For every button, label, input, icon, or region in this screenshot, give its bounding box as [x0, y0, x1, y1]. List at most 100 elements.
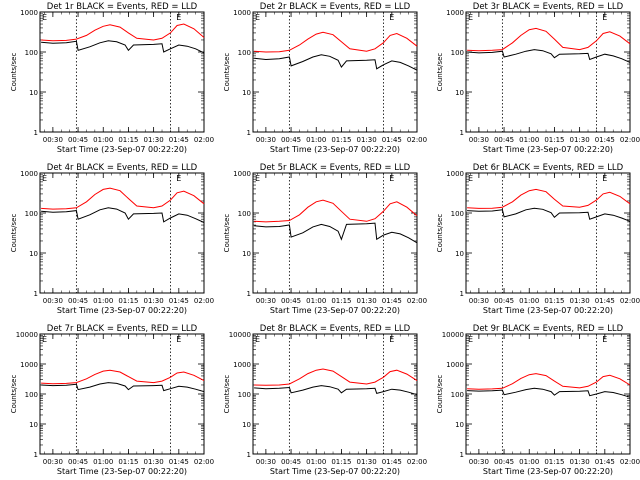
panel-title: Det 2r BLACK = Events, RED = LLD	[260, 2, 411, 12]
x-tick-label: 00:30	[469, 297, 489, 305]
y-axis-label: Counts/sec	[10, 375, 18, 414]
x-axis-label: Start Time (23-Sep-07 00:22:20)	[483, 467, 613, 476]
events-series-line	[41, 382, 205, 393]
x-tick-label: 01:30	[570, 297, 590, 305]
y-tick-label: 100	[238, 391, 251, 399]
x-tick-label: 01:45	[169, 136, 189, 144]
event-marker-label: E	[389, 335, 394, 344]
x-tick-label: 01:15	[544, 458, 564, 466]
events-series-line	[41, 40, 205, 54]
detector-panel: Det 8r BLACK = Events, RED = LLD 1 10 100 10…	[223, 324, 427, 476]
events-series-line	[467, 387, 631, 398]
x-axis-label: Start Time (23-Sep-07 00:22:20)	[57, 467, 187, 476]
panel-title: Det 8r BLACK = Events, RED = LLD	[260, 324, 411, 334]
x-tick-label: 01:00	[306, 458, 326, 466]
x-tick-label: 01:30	[357, 458, 377, 466]
y-axis-label: Counts/sec	[10, 53, 18, 92]
detector-panel: Det 1r BLACK = Events, RED = LLD 1 10 100 10…	[10, 2, 214, 154]
x-tick-label: 01:30	[144, 458, 164, 466]
y-tick-label: 1	[460, 451, 464, 459]
x-tick-label: 01:00	[306, 297, 326, 305]
event-marker-label: E	[176, 335, 181, 344]
x-tick-label: 01:45	[595, 458, 615, 466]
y-tick-label: 100	[238, 49, 251, 57]
y-tick-label: 1	[247, 290, 251, 298]
event-marker-label: E	[468, 335, 473, 344]
x-tick-label: 01:45	[595, 297, 615, 305]
y-tick-label: 1000	[446, 170, 464, 178]
y-tick-label: 100	[451, 391, 464, 399]
y-tick-label: 1	[247, 451, 251, 459]
y-tick-label: 10	[242, 250, 251, 258]
y-tick-label: 10	[455, 421, 464, 429]
y-tick-label: 10	[29, 421, 38, 429]
lld-series-line	[41, 23, 205, 42]
y-axis-label: Counts/sec	[223, 214, 231, 253]
panel-title: Det 5r BLACK = Events, RED = LLD	[260, 163, 411, 173]
plot-frame	[39, 333, 205, 455]
lld-series-line	[467, 188, 631, 209]
y-tick-label: 10	[29, 250, 38, 258]
event-marker-label: E	[42, 13, 47, 22]
y-tick-label: 1000	[233, 170, 251, 178]
plot-frame	[252, 172, 418, 294]
y-tick-label: 1	[34, 290, 38, 298]
x-tick-label: 01:00	[519, 297, 539, 305]
detector-panel: Det 7r BLACK = Events, RED = LLD 1 10 100 10…	[10, 324, 214, 476]
events-series-line	[41, 207, 205, 223]
detector-panel: Det 5r BLACK = Events, RED = LLD 1 10 100 10…	[223, 163, 427, 315]
x-tick-label: 00:30	[43, 297, 63, 305]
lld-series-line	[254, 368, 418, 386]
x-tick-label: 01:45	[169, 458, 189, 466]
x-tick-label: 02:00	[194, 458, 214, 466]
x-axis-label: Start Time (23-Sep-07 00:22:20)	[483, 306, 613, 315]
x-tick-label: 01:00	[93, 297, 113, 305]
event-marker-label: E	[255, 174, 260, 183]
y-tick-label: 10	[242, 89, 251, 97]
event-marker-label: E	[176, 174, 181, 183]
events-series-line	[467, 49, 631, 63]
y-tick-label: 10000	[229, 331, 251, 339]
x-tick-label: 01:15	[118, 458, 138, 466]
x-tick-label: 02:00	[620, 136, 640, 144]
event-marker-label: E	[389, 13, 394, 22]
x-axis-label: Start Time (23-Sep-07 00:22:20)	[57, 306, 187, 315]
x-tick-label: 01:00	[306, 136, 326, 144]
x-tick-label: 01:00	[519, 458, 539, 466]
y-tick-label: 100	[25, 210, 38, 218]
x-tick-label: 01:45	[382, 297, 402, 305]
x-tick-label: 00:45	[68, 297, 88, 305]
panel-title: Det 7r BLACK = Events, RED = LLD	[47, 324, 198, 334]
x-tick-label: 00:30	[256, 458, 276, 466]
events-series-line	[467, 207, 631, 222]
x-tick-label: 01:15	[544, 297, 564, 305]
x-tick-label: 01:30	[570, 458, 590, 466]
x-tick-label: 00:30	[43, 136, 63, 144]
x-tick-label: 01:15	[331, 458, 351, 466]
x-tick-label: 01:15	[331, 297, 351, 305]
x-tick-label: 01:00	[93, 458, 113, 466]
x-tick-label: 00:30	[256, 297, 276, 305]
y-tick-label: 100	[451, 210, 464, 218]
y-tick-label: 10	[455, 250, 464, 258]
event-marker-label: E	[602, 335, 607, 344]
y-tick-label: 1	[460, 129, 464, 137]
event-marker-label: E	[176, 13, 181, 22]
y-tick-label: 1000	[20, 361, 38, 369]
lld-series-line	[41, 369, 205, 385]
x-axis-label: Start Time (23-Sep-07 00:22:20)	[270, 145, 400, 154]
x-tick-label: 01:15	[118, 136, 138, 144]
y-tick-label: 10000	[442, 331, 464, 339]
y-axis-label: Counts/sec	[436, 375, 444, 414]
plot-frame	[465, 172, 631, 294]
y-axis-label: Counts/sec	[10, 214, 18, 253]
x-tick-label: 01:15	[331, 136, 351, 144]
x-tick-label: 00:30	[43, 458, 63, 466]
y-tick-label: 1000	[20, 9, 38, 17]
lld-series-line	[467, 373, 631, 390]
event-marker-label: E	[602, 13, 607, 22]
panel-title: Det 9r BLACK = Events, RED = LLD	[473, 324, 624, 334]
y-tick-label: 10	[242, 421, 251, 429]
x-tick-label: 01:45	[382, 458, 402, 466]
y-tick-label: 1000	[20, 170, 38, 178]
